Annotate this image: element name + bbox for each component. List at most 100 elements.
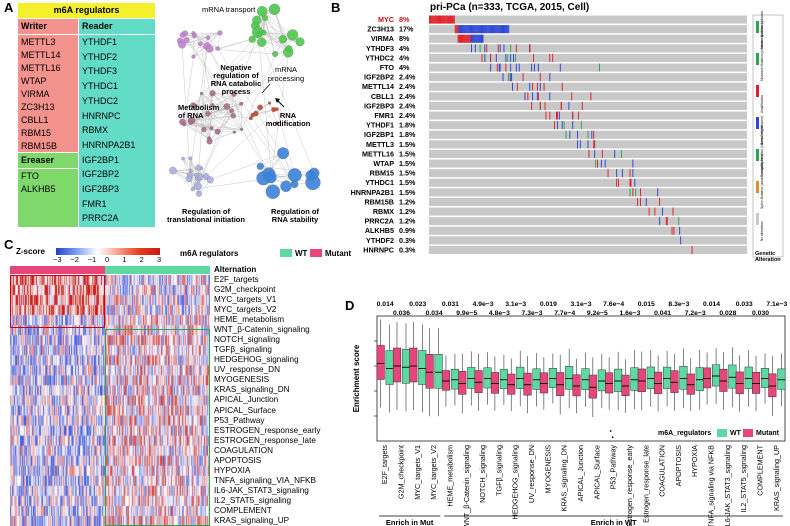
alteration-mark (454, 25, 456, 34)
alteration-mark (474, 34, 476, 43)
alteration-mark (475, 34, 477, 43)
pathway-label: HEDGEHOG_signaling (214, 355, 299, 365)
legend-item: Missense Mutation (unknown significance) (760, 21, 764, 81)
alteration-mark (458, 25, 460, 34)
regulator-gene: YTHDF2 (82, 51, 118, 62)
p-value: 7.3e−3 (522, 310, 543, 317)
alteration-mark (640, 188, 641, 197)
network-node (261, 29, 267, 36)
alteration-mark (604, 159, 606, 168)
legend-item: No alterations (760, 221, 764, 241)
alteration-mark (516, 82, 518, 91)
alteration-mark (539, 73, 541, 82)
alteration-mark (503, 44, 505, 53)
alteration-mark (456, 25, 458, 34)
alteration-mark (464, 25, 466, 34)
pathway-label-list: E2F_targets G2M_checkpoint MYC_targets_V1 M… (214, 275, 344, 526)
oncoprint-row (429, 15, 747, 24)
label-mrna-processing: mRNA processing (268, 65, 304, 83)
alteration-mark (532, 92, 534, 101)
oncoprint-percent: 0.9% (399, 226, 416, 235)
alteration-mark (471, 25, 473, 34)
oncoprint-gene: CBLL1 (371, 92, 394, 101)
oncoprint-row (429, 92, 747, 101)
alteration-mark (601, 149, 603, 158)
pathway-label: WNT_β-Catenin_signaling (214, 325, 310, 335)
oncoprint-row (429, 63, 747, 72)
category-label: KRAS_signaling_UP (772, 445, 781, 511)
mutant-box (441, 370, 450, 391)
oncoprint-percent: 8% (399, 34, 410, 43)
alteration-mark (632, 169, 634, 178)
pathway-label: P53_Pathway (214, 415, 265, 425)
alteration-mark (429, 15, 431, 24)
alteration-mark (472, 34, 474, 43)
alteration-mark (561, 121, 563, 130)
pathway-label: COAGULATION (214, 445, 273, 455)
oncoprint-gene: IGF2BP3 (364, 101, 394, 110)
p-value: 7.6e−4 (603, 301, 624, 308)
legend-item: Deep Deletion (760, 125, 764, 145)
alteration-mark (614, 149, 616, 158)
alteration-mark (680, 236, 682, 245)
alteration-mark (433, 15, 435, 24)
alteration-mark (552, 53, 554, 62)
panel-label-c: C (4, 237, 14, 252)
alteration-mark (616, 169, 618, 178)
alteration-mark (463, 34, 465, 43)
network-node (205, 45, 214, 53)
category-label: APICAL_Surface (592, 445, 601, 499)
alteration-mark (475, 25, 477, 34)
wt-box (695, 367, 704, 391)
legend-swatch (756, 117, 759, 129)
mutant-box (751, 371, 761, 394)
alteration-label: Alternation (214, 265, 257, 274)
reader-header: Reader (79, 19, 155, 34)
oncoprint-percent: 2.4% (399, 73, 416, 82)
oncoprint-gene: YTHDF2 (366, 236, 394, 245)
alteration-mark (637, 197, 639, 206)
category-label: Estrogen_response_late (641, 445, 650, 523)
alteration-mark (572, 111, 574, 120)
alteration-mark (441, 15, 443, 24)
category-label: APOPTOSIS (674, 445, 683, 487)
oncoprint-row (429, 34, 747, 43)
alteration-mark (510, 44, 512, 53)
table-title: m6A regulators (18, 3, 155, 18)
oncoprint-gene: PRRC2A (364, 217, 394, 226)
alteration-mark (533, 53, 535, 62)
zscore-tick: −3 (53, 255, 62, 264)
network-node (179, 118, 186, 126)
arrow-neg-reg (261, 83, 271, 94)
network-node (278, 34, 288, 44)
alteration-mark (434, 15, 436, 24)
alteration-mark (507, 53, 509, 62)
eraser-header: Ereaser (18, 153, 78, 168)
alteration-mark (479, 34, 481, 43)
alteration-mark (571, 92, 573, 101)
wt-box (597, 369, 606, 392)
m6a-regulator-table: m6A regulators Writer Reader METTL3 METTL… (18, 3, 155, 227)
wt-highlight-box (105, 329, 210, 526)
p-value: 0.034 (426, 310, 443, 317)
category-label: TNFA_signaling via NFKB (707, 445, 716, 526)
alteration-mark (430, 15, 432, 24)
alteration-mark (645, 197, 647, 206)
alteration-mark (462, 25, 464, 34)
alteration-mark (572, 121, 574, 130)
category-label: P53_Pathway (609, 445, 618, 490)
alteration-mark (629, 178, 631, 187)
alteration-mark (659, 217, 661, 226)
oncoprint-gene: FMR1 (374, 111, 394, 120)
p-value: 7.1e−3 (766, 301, 787, 308)
alteration-mark (536, 82, 538, 91)
pathway-label: KRAS_signaling_DN (214, 385, 290, 395)
category-label: KRAS_signaling_DN (560, 445, 569, 511)
network-node (230, 112, 237, 119)
p-value: 3.1e−3 (571, 301, 592, 308)
alteration-mark (527, 92, 529, 101)
alteration-mark (490, 63, 492, 72)
regulator-gene: METTL14 (21, 50, 61, 60)
oncoprint-gene: METTL3 (366, 140, 394, 149)
network-node (256, 6, 268, 17)
